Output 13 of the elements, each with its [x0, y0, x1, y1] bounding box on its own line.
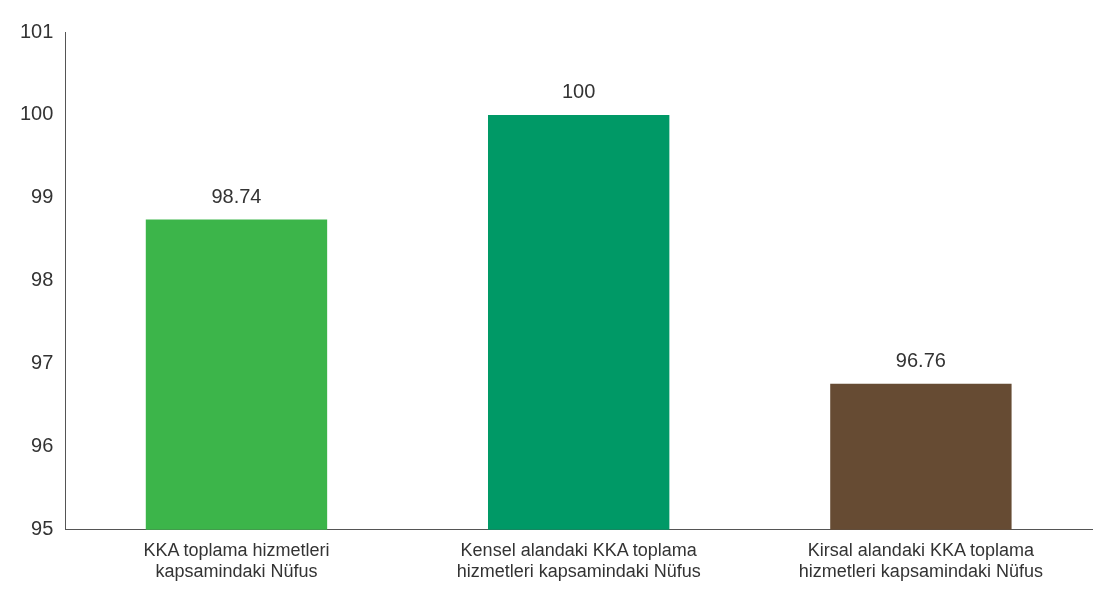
- y-tick-label: 95: [31, 517, 54, 540]
- y-tick-label: 96: [31, 434, 54, 457]
- data-label: 98.74: [211, 185, 262, 208]
- y-tick-label: 98: [31, 268, 54, 291]
- y-tick-label: 101: [19, 19, 54, 42]
- y-tick-label: 100: [19, 102, 54, 125]
- x-tick-label: Kensel alandaki KKA toplama hizmetleri kapsamindaki Nüfus: [456, 539, 701, 582]
- x-tick-label: Kirsal alandaki KKA toplama hizmetleri kapsamindaki Nüfus: [798, 539, 1043, 582]
- data-label: 100: [562, 80, 596, 103]
- y-tick-label: 99: [31, 185, 54, 208]
- data-label: 96.76: [895, 349, 946, 372]
- y-tick-label: 97: [31, 351, 54, 374]
- x-tick-label: KKA toplama hizmetleri kapsamindaki Nüfus: [143, 539, 330, 582]
